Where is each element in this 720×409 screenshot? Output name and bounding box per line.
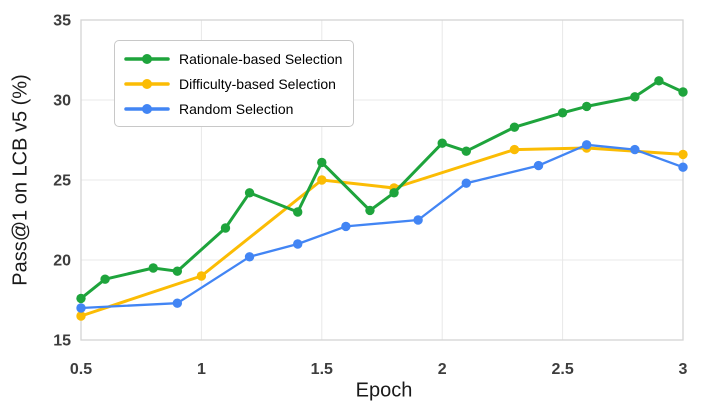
series-random [76, 140, 688, 313]
data-point-random [293, 239, 303, 249]
x-tick-label: 1.5 [311, 361, 333, 378]
y-tick-label: 25 [53, 173, 71, 190]
data-point-rationale [581, 101, 592, 112]
x-tick-label: 3 [679, 361, 688, 378]
data-point-random [581, 140, 592, 150]
data-point-rationale [557, 108, 568, 118]
data-point-random [461, 178, 471, 188]
data-point-rationale [678, 87, 688, 97]
x-tick-label: 2 [438, 361, 447, 378]
data-point-random [341, 221, 351, 232]
data-point-rationale [76, 293, 86, 304]
x-tick-label: 0.5 [70, 361, 92, 378]
data-point-difficulty [317, 175, 327, 185]
data-point-random [630, 144, 640, 155]
x-axis-label: Epoch [355, 379, 413, 402]
data-point-random [413, 215, 423, 225]
series-difficulty [76, 143, 688, 321]
legend-label: Rationale-based Selection [179, 50, 343, 67]
data-point-difficulty [509, 144, 520, 155]
x-tick-label: 1 [197, 361, 206, 378]
data-point-rationale [389, 188, 399, 198]
y-tick-label: 35 [53, 13, 71, 30]
y-tick-labels: 15 20 25 30 35 [53, 13, 71, 350]
data-point-difficulty [76, 311, 86, 321]
x-tick-label: 2.5 [551, 361, 573, 378]
legend-label: Random Selection [179, 100, 294, 117]
series-line-random [79, 143, 685, 310]
data-point-rationale [172, 266, 183, 276]
legend: Rationale-based Selection Difficulty-bas… [114, 40, 354, 127]
legend-item-random: Random Selection [124, 97, 345, 120]
data-point-random [678, 162, 688, 172]
series-rationale [76, 76, 688, 304]
data-point-difficulty [678, 149, 688, 160]
legend-swatch-line-dot-icon [124, 78, 170, 89]
series-line-difficulty [79, 146, 685, 318]
y-tick-label: 15 [53, 333, 71, 350]
data-point-rationale [654, 76, 664, 86]
y-axis-label: Pass@1 on LCB v5 (%) [9, 74, 32, 286]
data-point-rationale [220, 223, 231, 233]
data-point-difficulty [196, 271, 207, 281]
data-point-rationale [148, 263, 158, 273]
legend-item-difficulty: Difficulty-based Selection [124, 72, 345, 95]
plot-frame [80, 19, 684, 341]
data-point-rationale [100, 274, 110, 284]
data-point-rationale [293, 207, 303, 217]
data-point-rationale [461, 146, 471, 156]
data-point-random [533, 160, 544, 171]
y-tick-label: 20 [53, 253, 71, 270]
data-point-random [76, 303, 86, 313]
data-point-random [244, 252, 255, 262]
data-point-rationale [630, 92, 640, 102]
legend-label: Difficulty-based Selection [179, 75, 336, 92]
legend-swatch-line-dot-icon [124, 53, 170, 64]
x-tick-labels: 0.5 1 1.5 2 2.5 3 [70, 361, 688, 378]
data-point-rationale [437, 138, 447, 148]
data-point-random [172, 298, 183, 308]
data-point-rationale [509, 122, 520, 132]
legend-swatch-line-dot-icon [124, 103, 170, 114]
data-point-rationale [317, 157, 327, 168]
data-point-rationale [365, 205, 375, 216]
y-tick-label: 30 [53, 93, 71, 110]
legend-item-rationale: Rationale-based Selection [124, 47, 345, 70]
data-point-rationale [244, 188, 255, 198]
